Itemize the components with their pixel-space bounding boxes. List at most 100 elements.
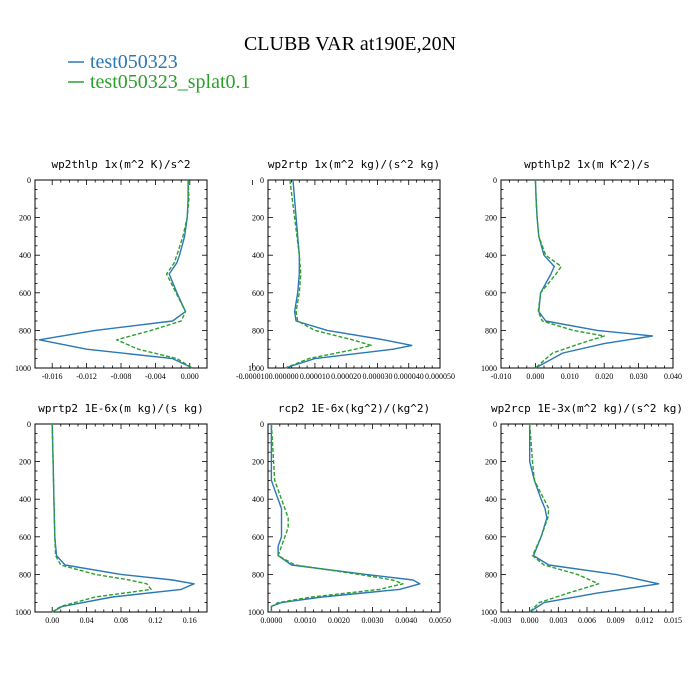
x-tick-label: 0.000050 xyxy=(425,372,455,381)
x-tick-label: 0.000000 xyxy=(269,372,299,381)
x-tick-label: 0.020 xyxy=(595,372,613,381)
x-tick-label: -0.010 xyxy=(491,372,512,381)
y-tick-label: 400 xyxy=(252,251,264,260)
y-tick-label: 1000 xyxy=(248,608,264,617)
series-line-1 xyxy=(534,179,605,369)
x-tick-label: 0.0050 xyxy=(429,616,451,625)
series-line-0 xyxy=(534,179,654,369)
y-tick-label: 800 xyxy=(19,326,31,335)
x-tick-label: -0.000010 xyxy=(236,372,269,381)
panel-frame xyxy=(267,423,441,613)
y-tick-label: 600 xyxy=(19,533,31,542)
y-tick-label: 200 xyxy=(485,458,497,467)
legend-label-0: test050323 xyxy=(90,51,178,73)
y-tick-label: 200 xyxy=(252,458,264,467)
x-tick-label: 0.0030 xyxy=(362,616,384,625)
x-tick-label: -0.016 xyxy=(42,372,63,381)
x-tick-label: 0.000 xyxy=(181,372,199,381)
series-line-0 xyxy=(529,424,660,613)
x-tick-label: 0.012 xyxy=(635,616,653,625)
y-tick-label: 200 xyxy=(252,214,264,223)
series-line-1 xyxy=(529,423,600,613)
panel-frame xyxy=(34,179,208,369)
y-tick-label: 600 xyxy=(252,533,264,542)
x-tick-label: 0.0000 xyxy=(260,616,282,625)
y-tick-label: 800 xyxy=(485,326,497,335)
x-tick-label: 0.12 xyxy=(148,616,162,625)
y-tick-label: 400 xyxy=(19,251,31,260)
y-tick-label: 400 xyxy=(19,495,31,504)
y-tick-label: 0 xyxy=(493,420,497,429)
y-tick-label: 0 xyxy=(260,176,264,185)
x-tick-label: 0.16 xyxy=(183,616,197,625)
x-tick-label: 0.003 xyxy=(549,616,567,625)
x-tick-label: 0.0020 xyxy=(328,616,350,625)
series-line-0 xyxy=(284,179,413,369)
y-tick-label: 400 xyxy=(485,251,497,260)
panel-2: wpthlp2 1x(m K^2)/s 0 200 400 600 800 1000-0.0… xyxy=(481,158,682,381)
x-tick-label: 0.009 xyxy=(607,616,625,625)
x-tick-label: 0.000010 xyxy=(300,372,330,381)
x-tick-label: 0.000030 xyxy=(362,372,392,381)
y-tick-label: 800 xyxy=(252,570,264,579)
x-tick-label: 0.030 xyxy=(630,372,648,381)
x-tick-label: 0.00 xyxy=(45,616,59,625)
y-tick-label: 800 xyxy=(485,570,497,579)
y-tick-label: 0 xyxy=(493,176,497,185)
panel-3: wprtp2 1E-6x(m kg)/(s kg) 0 200 400 600 800 10… xyxy=(15,402,208,625)
panel-4: rcp2 1E-6x(kg^2)/(kg^2) 0 200 400 600 800 1000… xyxy=(248,402,451,625)
x-tick-label: -0.004 xyxy=(145,372,166,381)
x-tick-label: 0.000 xyxy=(521,616,539,625)
y-tick-label: 400 xyxy=(485,495,497,504)
legend: test050323 test050323_splat0.1 xyxy=(68,51,251,93)
panel-frame xyxy=(34,423,208,613)
panel-title: wpthlp2 1x(m K^2)/s xyxy=(524,158,650,171)
y-tick-label: 200 xyxy=(19,458,31,467)
x-tick-label: 0.010 xyxy=(561,372,579,381)
y-tick-label: 1000 xyxy=(481,608,497,617)
y-tick-label: 400 xyxy=(252,495,264,504)
x-tick-label: -0.008 xyxy=(111,372,132,381)
y-tick-label: 1000 xyxy=(15,364,31,373)
series-line-1 xyxy=(270,423,404,612)
y-tick-label: 0 xyxy=(27,176,31,185)
panel-frame xyxy=(500,179,674,369)
x-tick-label: 0.0010 xyxy=(294,616,316,625)
panels: wp2thlp 1x(m^2 K)/s^202004006008001000-0… xyxy=(15,158,683,625)
y-tick-label: 200 xyxy=(19,214,31,223)
x-tick-label: 0.04 xyxy=(80,616,94,625)
y-tick-label: 800 xyxy=(19,570,31,579)
series-line-0 xyxy=(38,180,193,369)
x-tick-label: -0.012 xyxy=(76,372,97,381)
x-tick-label: 0.006 xyxy=(578,616,596,625)
series-line-0 xyxy=(51,423,195,613)
y-tick-label: 0 xyxy=(260,420,264,429)
y-tick-label: 800 xyxy=(252,326,264,335)
panel-1: wp2rtp 1x(m^2 kg)/(s^2 kg) 0 200 400 600 800 1… xyxy=(236,158,455,381)
y-tick-label: 200 xyxy=(485,214,497,223)
y-tick-label: 1000 xyxy=(481,364,497,373)
panel-title: wp2rcp 1E-3x(m^2 kg)/(s^2 kg) xyxy=(491,402,683,415)
y-tick-label: 600 xyxy=(485,289,497,298)
panel-title: wp2rtp 1x(m^2 kg)/(s^2 kg) xyxy=(268,158,440,171)
series-line-1 xyxy=(284,179,372,369)
series-line-1 xyxy=(51,423,152,613)
x-tick-label: 0.08 xyxy=(114,616,128,625)
x-tick-label: 0.040 xyxy=(664,372,682,381)
y-tick-label: 600 xyxy=(485,533,497,542)
legend-label-1: test050323_splat0.1 xyxy=(90,71,251,93)
x-tick-label: 0.015 xyxy=(664,616,682,625)
y-tick-label: 1000 xyxy=(248,364,264,373)
panel-title: rcp2 1E-6x(kg^2)/(kg^2) xyxy=(278,402,430,415)
series-line-1 xyxy=(115,179,193,369)
y-tick-label: 0 xyxy=(27,420,31,429)
x-tick-label: 0.000040 xyxy=(394,372,424,381)
series-line-0 xyxy=(270,424,421,612)
panel-0: wp2thlp 1x(m^2 K)/s^2 0 200 400 600 800 1000 -0… xyxy=(15,158,208,381)
panel-5: wp2rcp 1E-3x(m^2 kg)/(s^2 kg) 0 200 400 600 8… xyxy=(481,402,683,625)
panel-frame xyxy=(500,423,674,613)
panel-title: wp2thlp 1x(m^2 K)/s^2 xyxy=(51,158,190,171)
x-tick-label: -0.003 xyxy=(491,616,512,625)
y-tick-label: 600 xyxy=(252,289,264,298)
